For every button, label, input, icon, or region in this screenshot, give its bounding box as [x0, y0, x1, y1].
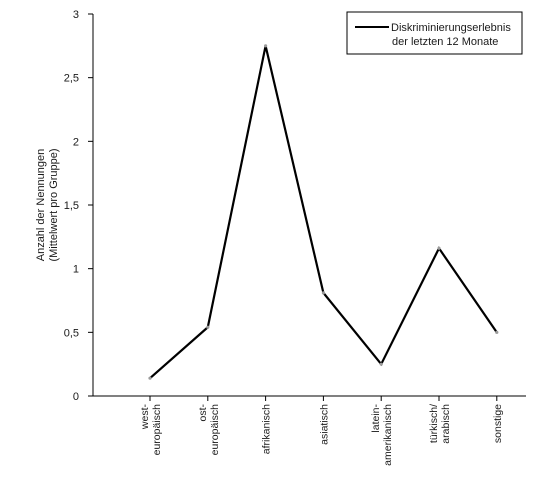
- data-point: [437, 247, 440, 250]
- data-point: [380, 363, 383, 366]
- legend-label-line-2: der letzten 12 Monate: [392, 36, 498, 48]
- x-category-label: europäisch: [151, 404, 163, 456]
- x-category-label: amerikanisch: [382, 404, 394, 466]
- y-tick-label: 1: [73, 264, 79, 276]
- series-line: [150, 46, 497, 378]
- y-tick-label: 1,5: [64, 200, 79, 212]
- legend: Diskriminierungserlebnis der letzten 12 …: [347, 12, 522, 54]
- y-tick-label: 2: [73, 136, 79, 148]
- series-lines: [148, 44, 498, 380]
- x-category-label: afrikanisch: [261, 404, 273, 454]
- data-point: [148, 377, 151, 380]
- axes: [93, 14, 526, 396]
- y-axis-title-line-2: (Mittelwert pro Gruppe): [48, 148, 60, 261]
- x-category-label: asiatisch: [318, 404, 330, 445]
- y-tick-label: 0,5: [64, 327, 79, 339]
- y-axis-title: Anzahl der Nennungen (Mittelwert pro Gru…: [35, 148, 60, 261]
- x-category-label: west-: [139, 404, 151, 431]
- data-point: [264, 44, 267, 47]
- legend-label-line-1: Diskriminierungserlebnis: [391, 22, 511, 34]
- data-point: [206, 326, 209, 329]
- x-category-label: latein-: [370, 404, 382, 433]
- y-axis-title-line-1: Anzahl der Nennungen: [35, 149, 47, 262]
- y-tick-label: 2,5: [64, 73, 79, 85]
- x-category-label: ost-: [197, 404, 209, 422]
- x-category-label: sonstige: [492, 404, 504, 443]
- x-axis-categories: west-europäisch ost-europäisch afrikanisch…: [139, 396, 504, 466]
- x-category-label: europäisch: [209, 404, 221, 456]
- y-tick-label: 3: [73, 9, 79, 21]
- y-tick-label: 0: [73, 391, 79, 403]
- data-point: [495, 331, 498, 334]
- x-category-label: arabisch: [440, 404, 452, 444]
- data-point: [322, 291, 325, 294]
- x-category-label: türkisch/: [428, 404, 440, 443]
- y-axis-ticks: 0 0,5 1 1,5 2 2,5 3: [64, 9, 93, 403]
